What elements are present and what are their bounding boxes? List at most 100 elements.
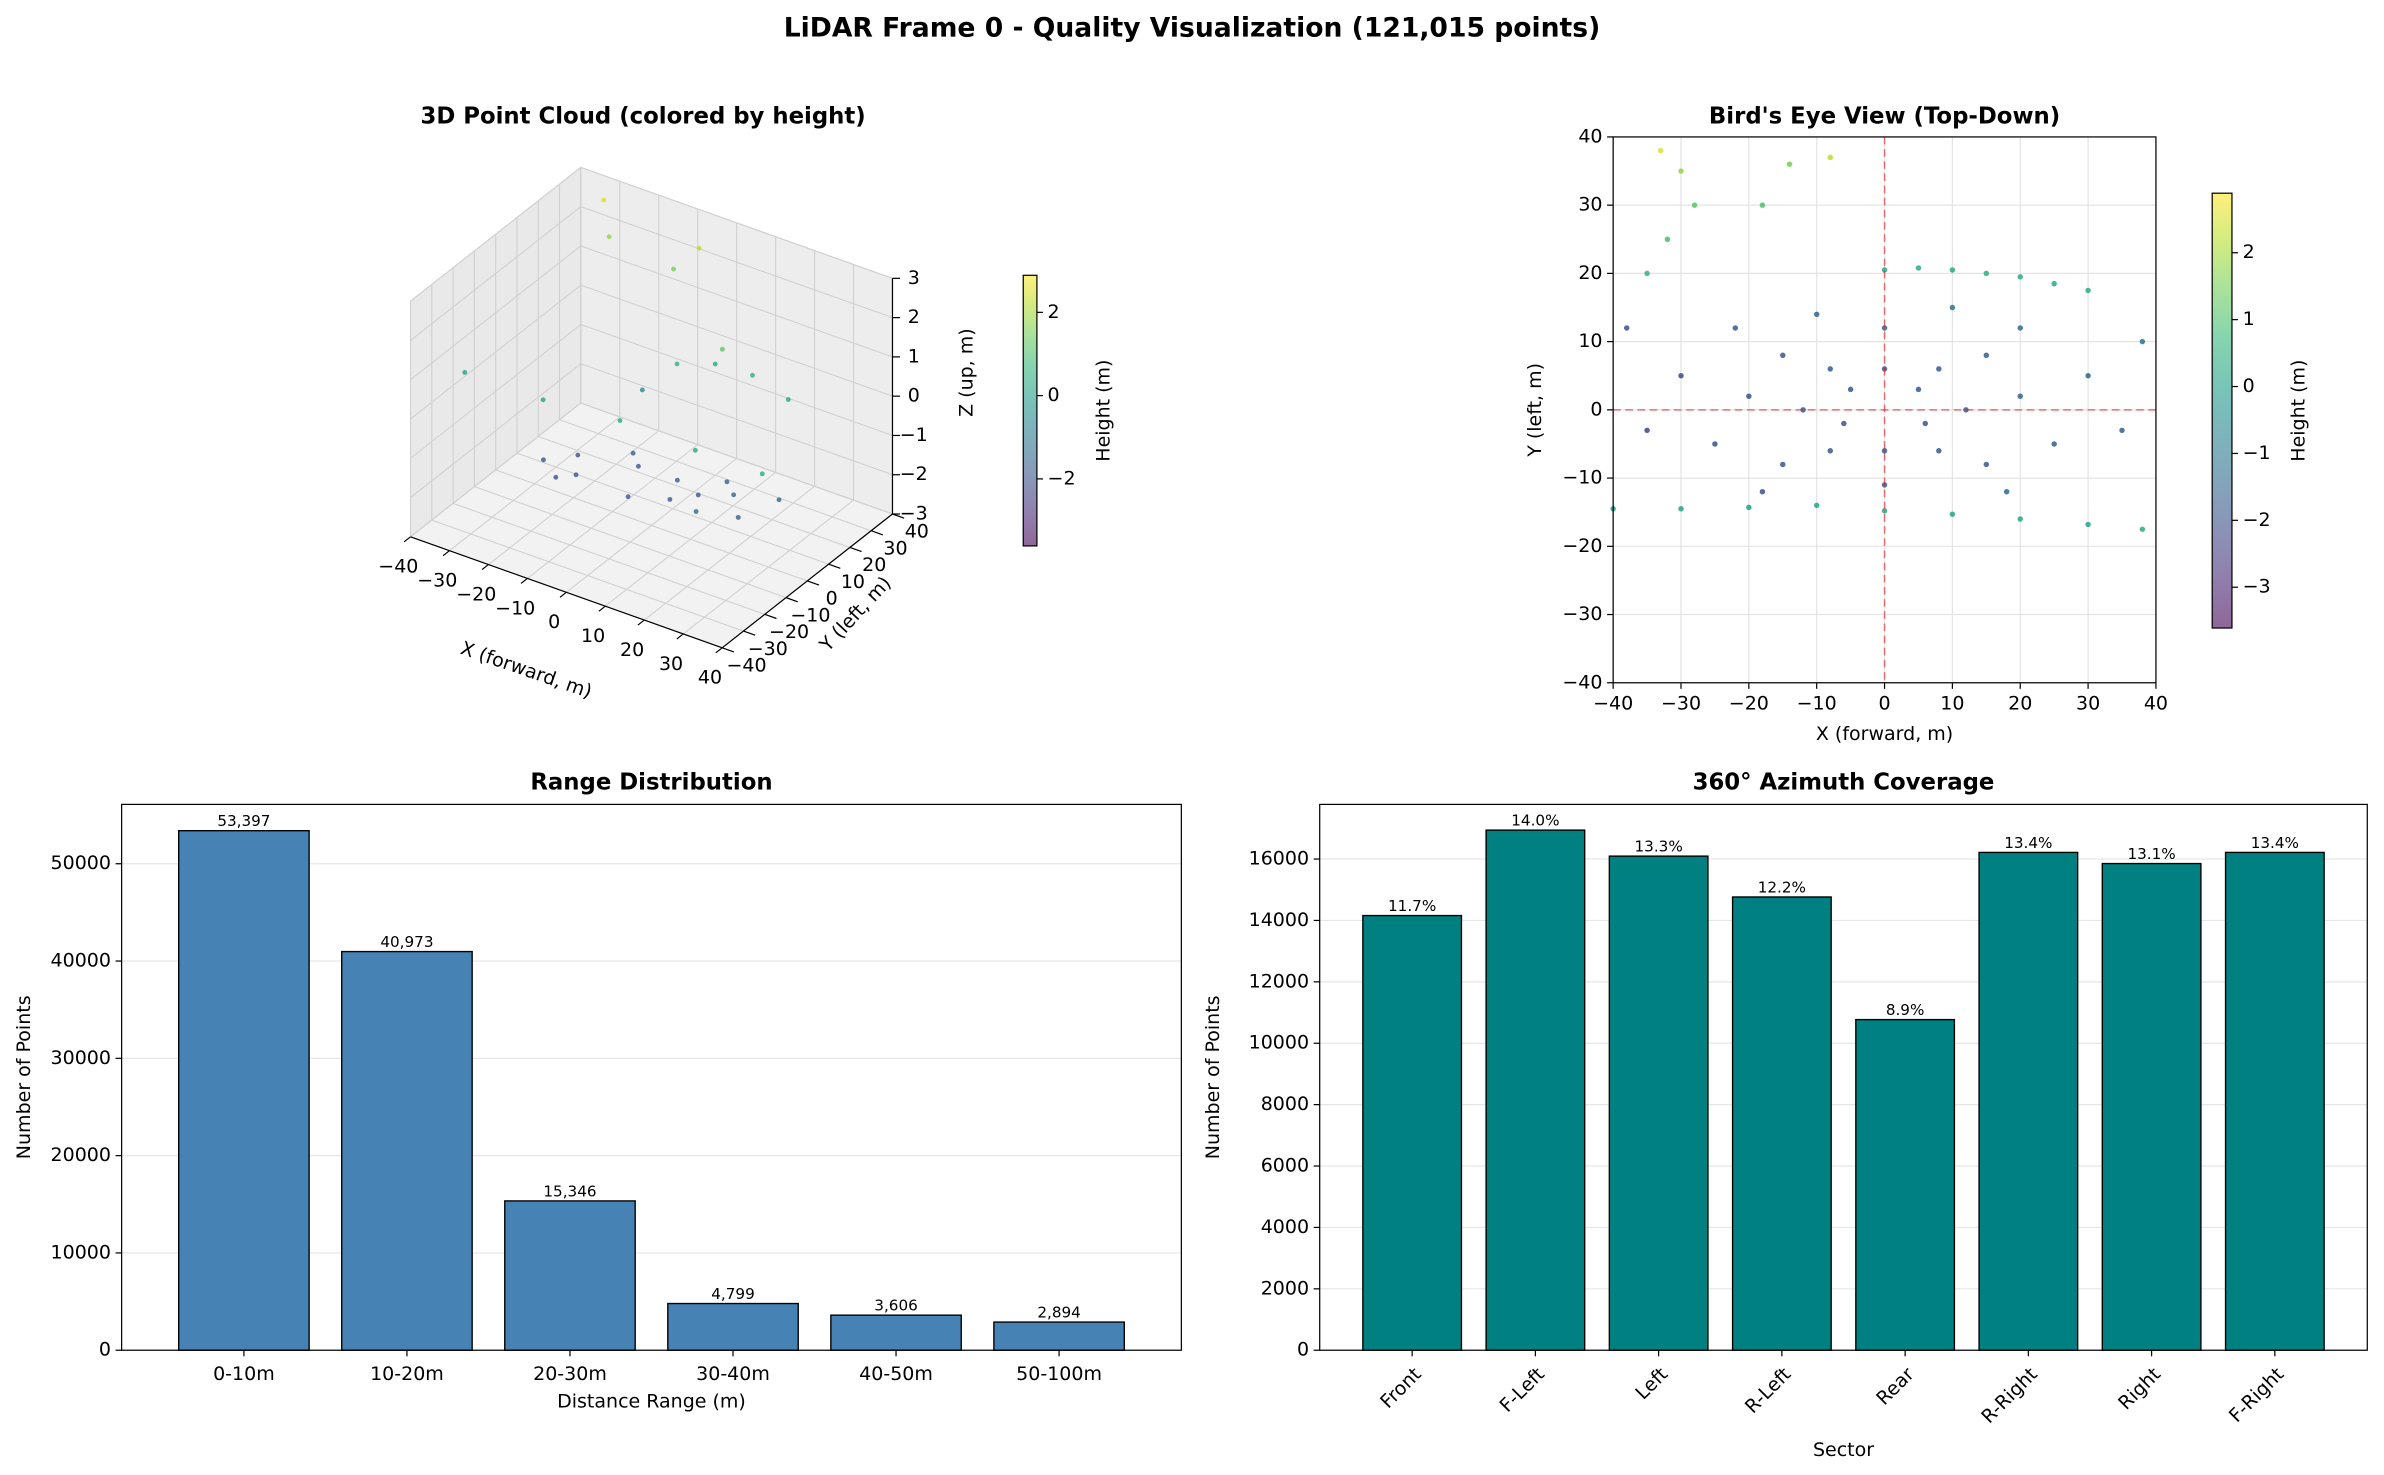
- x-tick-label: −10: [495, 597, 535, 619]
- z-tick-label: −1: [900, 424, 928, 446]
- value-label: 53,397: [217, 812, 270, 830]
- grid-line: [410, 245, 582, 381]
- grid-line: [431, 519, 744, 632]
- value-label: 13.3%: [1635, 838, 1683, 856]
- x-axis-label: Distance Range (m): [557, 1390, 746, 1412]
- x-tick-label: −40: [378, 556, 418, 578]
- y-tick-label: −20: [769, 621, 809, 643]
- point: [2119, 427, 2125, 434]
- y-tick-label: 2000: [1261, 1277, 1309, 1299]
- point: [1712, 441, 1718, 447]
- x-tick-label: 0: [1878, 693, 1890, 715]
- x-tick-label: 50-100m: [1016, 1363, 1102, 1385]
- x-tick-label: 10-20m: [370, 1363, 444, 1385]
- point: [1780, 352, 1786, 359]
- value-label: 13.4%: [2004, 834, 2052, 852]
- point: [1915, 386, 1922, 393]
- value-label: 13.4%: [2251, 834, 2299, 852]
- y-tick: [764, 613, 777, 620]
- bar: [993, 1321, 1125, 1351]
- point: [2085, 287, 2091, 294]
- y-tick-label: 16000: [1249, 848, 1309, 870]
- x-tick: [520, 577, 528, 584]
- point: [1678, 168, 1684, 174]
- grid-line: [495, 469, 808, 582]
- point: [575, 452, 581, 458]
- colorbar-tick-label: −2: [1048, 467, 1076, 489]
- bar: [178, 830, 310, 1351]
- point: [2051, 441, 2057, 447]
- point: [606, 234, 612, 240]
- colorbar-label: Height (m): [2287, 360, 2309, 462]
- y-tick-label: −10: [1562, 467, 1602, 489]
- x-tick: [637, 619, 645, 626]
- grid-line: [410, 284, 582, 420]
- x-tick-label: 20-30m: [533, 1363, 607, 1385]
- point: [719, 346, 725, 352]
- point: [735, 514, 741, 520]
- point: [553, 474, 559, 480]
- chart-title: 360° Azimuth Coverage: [1693, 770, 1995, 796]
- point: [759, 471, 765, 477]
- x-tick: [403, 536, 411, 543]
- grid-line: [410, 363, 582, 498]
- grid-line: [410, 402, 582, 538]
- y-tick-label: −30: [748, 638, 788, 660]
- grid-line: [452, 502, 765, 615]
- value-label: 15,346: [543, 1182, 596, 1200]
- chart-title: Range Distribution: [530, 770, 772, 796]
- grid-line: [410, 206, 582, 341]
- point: [1746, 504, 1752, 511]
- point: [1827, 154, 1834, 161]
- y-tick-label: 10: [1578, 330, 1602, 352]
- x-tick-label: 40-50m: [859, 1363, 933, 1385]
- z-tick-label: −3: [900, 503, 928, 525]
- z-axis-label: Z (up, m): [955, 328, 977, 417]
- y-tick-label: 40: [1578, 125, 1602, 147]
- x-tick-label: 20: [620, 639, 644, 661]
- point: [1786, 161, 1793, 167]
- point: [625, 494, 631, 500]
- point: [1813, 502, 1820, 509]
- figure-title: LiDAR Frame 0 - Quality Visualization (1…: [784, 12, 1601, 43]
- grid-line: [580, 284, 893, 397]
- point: [2085, 373, 2091, 379]
- point: [696, 245, 702, 251]
- bar: [504, 1200, 636, 1351]
- y-tick-label: 0: [826, 588, 838, 610]
- chart-title: Bird's Eye View (Top-Down): [1709, 104, 2060, 130]
- x-tick-label: 20: [2008, 693, 2032, 715]
- x-tick-label: −20: [1729, 693, 1769, 715]
- value-label: 14.0%: [1511, 812, 1559, 830]
- point: [674, 477, 680, 483]
- point: [617, 418, 623, 423]
- plot-frame: [1319, 803, 2368, 1351]
- y-tick-label: 6000: [1261, 1155, 1309, 1177]
- point: [541, 457, 546, 463]
- z-tick-label: −2: [900, 463, 928, 485]
- x-tick: [559, 591, 567, 598]
- bar: [1731, 896, 1832, 1351]
- x-tick-label: 40: [2144, 693, 2168, 715]
- y-tick-label: 8000: [1261, 1093, 1309, 1115]
- x-tick-label: 0-10m: [213, 1363, 275, 1385]
- chart-title: 3D Point Cloud (colored by height): [421, 104, 866, 130]
- x-tick-label: −20: [456, 583, 496, 605]
- y-tick-label: 50000: [51, 852, 111, 874]
- colorbar-tick-label: −2: [2243, 509, 2271, 531]
- y-tick: [807, 580, 820, 586]
- value-label: 2,894: [1037, 1303, 1080, 1321]
- y-tick-label: 10: [841, 571, 865, 593]
- point: [1691, 202, 1698, 208]
- point: [1644, 427, 1650, 434]
- y-tick-label: −30: [1562, 603, 1602, 625]
- z-tick-label: 1: [908, 345, 920, 367]
- x-tick: [442, 550, 450, 557]
- point: [671, 266, 677, 272]
- point: [1813, 311, 1820, 318]
- x-tick-label: −10: [1797, 693, 1837, 715]
- point: [2017, 274, 2023, 280]
- y-tick-label: 20: [1578, 262, 1602, 284]
- point: [573, 472, 579, 478]
